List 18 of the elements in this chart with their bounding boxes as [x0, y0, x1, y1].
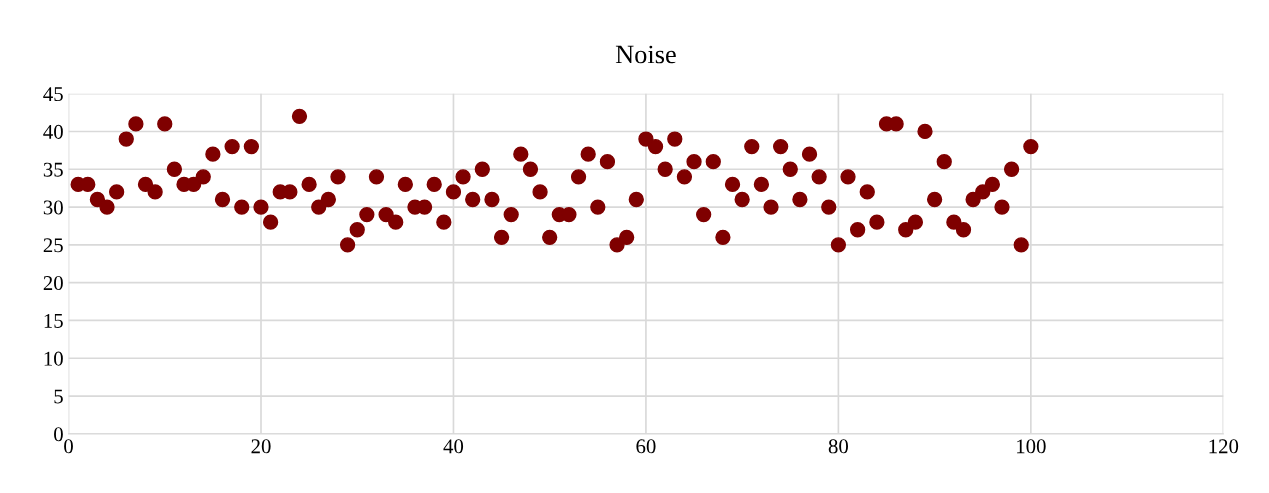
chart-title: Noise: [615, 45, 676, 64]
y-tick-label: 5: [54, 389, 63, 404]
x-tick-label: 20: [251, 439, 271, 454]
x-tick-label: 40: [443, 439, 464, 454]
y-tick-label: 20: [43, 276, 63, 291]
y-tick-label: 25: [43, 238, 63, 253]
y-tick-label: 0: [54, 427, 63, 442]
x-tick-label: 100: [1017, 439, 1046, 454]
y-tick-label: 40: [43, 124, 63, 139]
y-tick-label: 10: [44, 351, 63, 366]
y-tick-label: 30: [43, 200, 63, 215]
x-tick-label: 0: [64, 439, 73, 454]
y-tick-label: 45: [43, 87, 63, 102]
x-tick-label: 120: [1209, 439, 1239, 454]
x-tick-label: 80: [828, 439, 849, 454]
y-tick-label: 15: [44, 313, 63, 328]
x-tick-label: 60: [636, 439, 656, 454]
y-tick-label: 35: [43, 162, 63, 177]
